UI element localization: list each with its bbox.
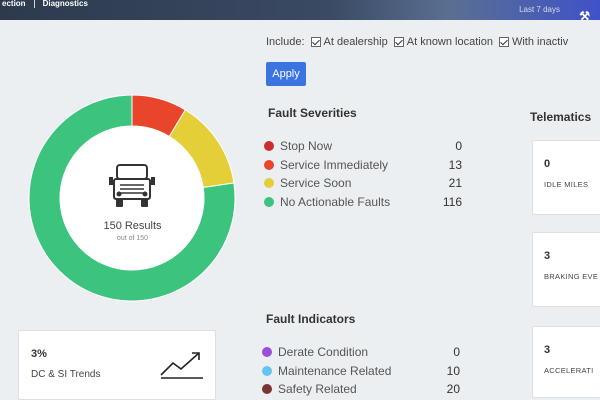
dc-si-trends-card[interactable]: 3% DC & SI Trends [18, 330, 216, 400]
checkbox-label: At dealership [323, 36, 388, 48]
legend-item-stop-now[interactable]: Stop Now 0 [264, 137, 462, 156]
telematics-card-idle-miles[interactable]: 0 IDLE MILES [532, 140, 600, 215]
legend-item-service-soon[interactable]: Service Soon 21 [264, 174, 462, 193]
date-range-select[interactable]: Last 7 days [519, 5, 560, 14]
include-filters: Include: At dealership At known location… [266, 36, 568, 48]
checkbox-at-dealership[interactable]: At dealership [310, 36, 388, 48]
legend-dot [262, 347, 272, 358]
checkbox-label: At known location [406, 36, 493, 48]
legend-dot [264, 159, 274, 170]
legend-dot [264, 178, 274, 189]
fault-indicators-legend: Derate Condition 0 Maintenance Related 1… [262, 343, 460, 399]
telematics-card-acceleration[interactable]: 3 ACCELERATI [532, 326, 600, 398]
legend-item-service-immediately[interactable]: Service Immediately 13 [264, 156, 462, 175]
fault-severities-title: Fault Severities [268, 106, 357, 120]
fault-severities-legend: Stop Now 0 Service Immediately 13 Servic… [264, 137, 462, 211]
telematics-value: 0 [544, 158, 551, 170]
telematics-value: 3 [544, 250, 551, 262]
checkbox-check-icon[interactable] [498, 37, 509, 47]
include-label: Include: [266, 36, 305, 48]
checkbox-at-known-location[interactable]: At known location [393, 36, 493, 48]
legend-value: 13 [448, 157, 462, 172]
nav-item-diagnostics[interactable]: Diagnostics [42, 0, 88, 8]
legend-dot [264, 196, 274, 207]
donut-slice-no-actionable-faults[interactable] [28, 94, 236, 302]
checkbox-check-icon[interactable] [310, 37, 321, 47]
truck-icon [109, 164, 155, 207]
legend-item-no-actionable-faults[interactable]: No Actionable Faults 116 [264, 193, 462, 212]
legend-value: 21 [448, 176, 462, 191]
legend-value: 10 [446, 363, 460, 378]
checkbox-check-icon[interactable] [393, 37, 404, 47]
trend-label: DC & SI Trends [31, 369, 101, 380]
legend-label: Maintenance Related [278, 363, 392, 378]
telematics-title: Telematics [530, 110, 592, 124]
top-nav-bar: ection Diagnostics Last 7 days ⚒ [0, 0, 600, 23]
legend-value: 0 [453, 345, 460, 360]
filter-icon[interactable]: ⚒ [579, 9, 590, 23]
telematics-label: BRAKING EVE [544, 272, 599, 281]
telematics-label: ACCELERATI [544, 366, 594, 375]
legend-dot [264, 141, 274, 152]
legend-dot [262, 384, 272, 395]
telematics-card-braking-events[interactable]: 3 BRAKING EVE [532, 232, 600, 307]
legend-label: Safety Related [278, 382, 357, 397]
legend-item-maintenance-related[interactable]: Maintenance Related 10 [262, 362, 460, 381]
legend-value: 0 [455, 139, 462, 154]
donut-results-count: 150 Results [103, 220, 162, 232]
donut-out-of: out of 150 [116, 235, 149, 242]
legend-label: Service Soon [280, 176, 352, 191]
trend-percentage: 3% [31, 348, 47, 360]
nav-divider [33, 0, 35, 8]
legend-item-derate-condition[interactable]: Derate Condition 0 [262, 343, 460, 362]
telematics-value: 3 [544, 344, 551, 356]
fault-indicators-title: Fault Indicators [266, 312, 356, 326]
legend-value: 116 [442, 194, 462, 209]
trend-up-icon [160, 352, 203, 379]
apply-button[interactable]: Apply [266, 62, 306, 86]
legend-dot [262, 365, 272, 376]
nav-item-section[interactable]: ection [2, 0, 26, 8]
donut-center: 150 Results out of 150 [20, 95, 245, 305]
checkbox-label: With inactiv [511, 36, 569, 48]
checkbox-with-inactive[interactable]: With inactiv [498, 36, 569, 48]
legend-label: Service Immediately [280, 157, 389, 172]
legend-item-safety-related[interactable]: Safety Related 20 [262, 380, 460, 399]
legend-label: Stop Now [280, 139, 333, 154]
telematics-label: IDLE MILES [544, 180, 589, 189]
fault-donut-chart: 150 Results out of 150 [20, 94, 245, 305]
legend-label: Derate Condition [278, 345, 369, 360]
legend-value: 20 [446, 382, 460, 397]
legend-label: No Actionable Faults [280, 194, 391, 209]
